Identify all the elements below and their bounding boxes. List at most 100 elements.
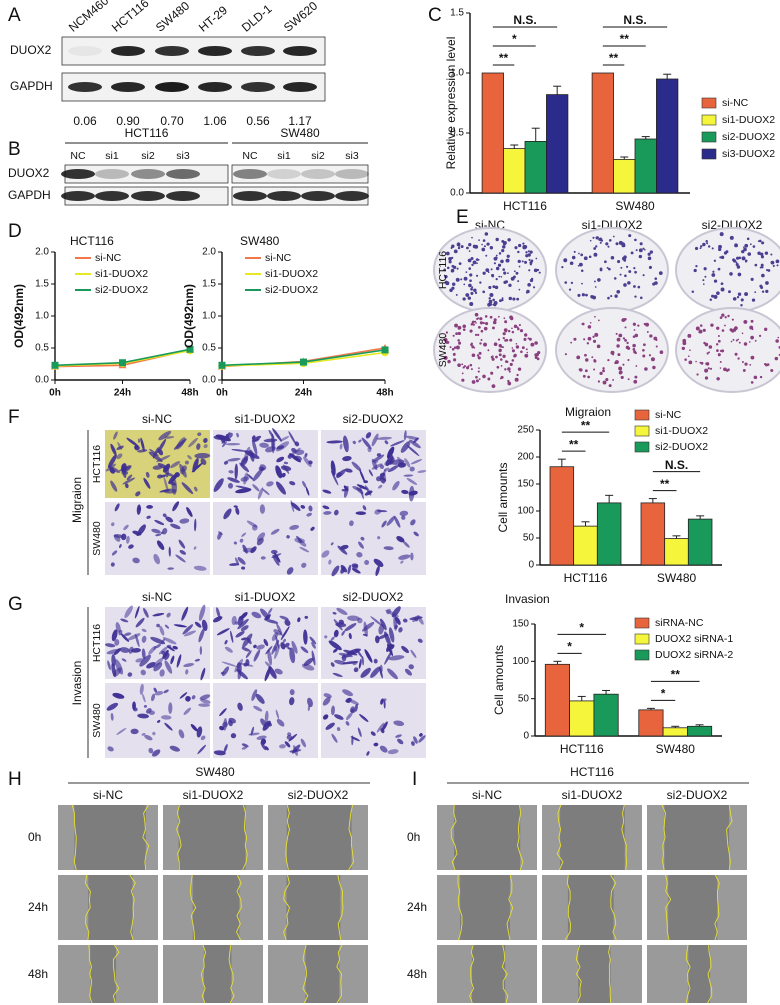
cell bbox=[403, 430, 407, 441]
cell bbox=[393, 614, 398, 631]
cell bbox=[117, 441, 122, 450]
colony bbox=[648, 265, 652, 269]
colony bbox=[774, 356, 779, 361]
colony bbox=[607, 358, 610, 362]
cell bbox=[153, 553, 161, 565]
colony bbox=[581, 282, 583, 285]
colony bbox=[737, 292, 742, 296]
colony bbox=[593, 368, 596, 371]
colony bbox=[458, 262, 462, 266]
cell bbox=[347, 564, 352, 575]
colony bbox=[642, 348, 645, 352]
colony bbox=[592, 295, 597, 300]
colony bbox=[495, 254, 498, 257]
cell bbox=[216, 628, 230, 636]
significance-label: ** bbox=[671, 668, 681, 682]
colony bbox=[484, 232, 489, 236]
cell bbox=[362, 621, 375, 632]
wound-edge bbox=[285, 804, 290, 871]
colony bbox=[737, 272, 742, 277]
cell bbox=[290, 502, 301, 511]
cell bbox=[342, 435, 349, 453]
colony bbox=[597, 380, 601, 383]
cell bbox=[383, 468, 386, 478]
colony bbox=[469, 279, 472, 282]
wound-gap bbox=[90, 945, 116, 1003]
wound-edge bbox=[189, 874, 197, 941]
cell bbox=[151, 693, 156, 702]
legend-swatch bbox=[701, 131, 717, 143]
colony bbox=[602, 380, 607, 385]
colony bbox=[487, 377, 490, 381]
lane-label: SW620 bbox=[281, 0, 320, 35]
colony bbox=[634, 270, 637, 274]
cell bbox=[349, 706, 355, 713]
colony bbox=[522, 245, 527, 250]
wound-edge bbox=[517, 804, 524, 871]
colony bbox=[533, 268, 538, 273]
colony bbox=[518, 265, 521, 268]
cell bbox=[241, 746, 248, 750]
colony bbox=[599, 268, 603, 272]
cell bbox=[289, 481, 296, 486]
colony bbox=[477, 333, 480, 337]
cell bbox=[132, 530, 142, 536]
cell bbox=[308, 505, 313, 512]
colony bbox=[632, 348, 636, 351]
cell bbox=[408, 485, 415, 502]
cell bbox=[272, 427, 283, 442]
cell bbox=[157, 719, 161, 723]
y-tick-label: 0 bbox=[528, 560, 534, 571]
colony bbox=[478, 325, 481, 329]
colony bbox=[577, 293, 581, 297]
colony bbox=[495, 277, 498, 281]
cell bbox=[408, 664, 414, 670]
colony bbox=[503, 241, 507, 245]
cell bbox=[411, 741, 415, 746]
cell bbox=[406, 445, 420, 457]
y-axis-label: Cell amounts bbox=[496, 462, 510, 532]
cell bbox=[344, 623, 357, 632]
wound-gap bbox=[203, 945, 232, 1003]
colony bbox=[476, 354, 480, 357]
colony bbox=[508, 296, 512, 301]
colony bbox=[640, 296, 643, 300]
y-tick-label: 0.5 bbox=[35, 343, 49, 354]
cell bbox=[167, 567, 174, 570]
cell bbox=[188, 437, 198, 448]
cell bbox=[351, 563, 359, 568]
colony bbox=[505, 338, 509, 342]
colony bbox=[488, 285, 492, 290]
colony bbox=[618, 333, 623, 338]
cell bbox=[286, 535, 290, 539]
cell bbox=[266, 481, 274, 487]
cell bbox=[154, 690, 164, 696]
error-bar bbox=[531, 127, 540, 142]
marker bbox=[186, 345, 194, 353]
colony bbox=[448, 260, 452, 264]
cell bbox=[330, 636, 335, 641]
colony bbox=[485, 322, 489, 326]
colony bbox=[591, 356, 594, 359]
colony bbox=[516, 373, 519, 377]
cell bbox=[272, 554, 280, 566]
cell bbox=[341, 654, 347, 662]
significance-label: * bbox=[661, 687, 666, 701]
bar bbox=[569, 700, 595, 737]
chart-title: Migraion bbox=[565, 405, 611, 419]
cell bbox=[245, 659, 250, 666]
colony bbox=[729, 272, 733, 276]
micrograph bbox=[321, 683, 426, 758]
colony bbox=[486, 242, 490, 246]
cell bbox=[127, 633, 141, 641]
colony bbox=[526, 351, 529, 354]
colony bbox=[455, 345, 460, 350]
legend-label: si3-DUOX2 bbox=[722, 148, 775, 160]
colony bbox=[487, 349, 490, 352]
colony bbox=[449, 346, 452, 349]
colony bbox=[508, 283, 512, 288]
cell bbox=[137, 713, 150, 719]
bar bbox=[549, 466, 575, 566]
colony bbox=[473, 288, 477, 292]
